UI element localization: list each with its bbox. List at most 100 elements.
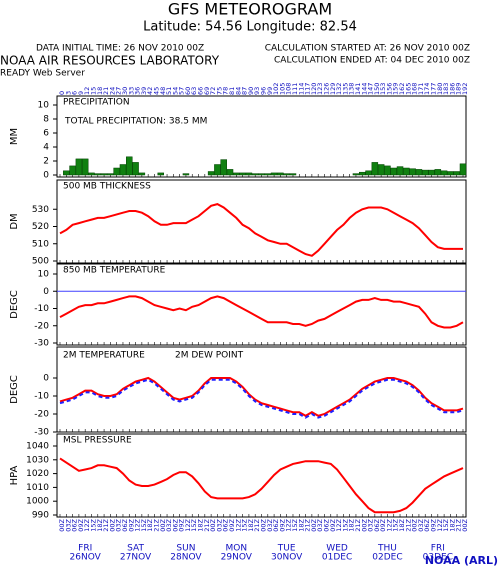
x-top-label: 15 — [89, 87, 97, 95]
x-hour-label: 15Z — [140, 518, 148, 531]
day-date: 30NOV — [271, 553, 303, 563]
annotation: TOTAL PRECIPITATION: 38.5 MM — [64, 117, 207, 127]
bar — [239, 172, 246, 176]
bar — [264, 173, 272, 176]
server: READY Web Server — [0, 69, 85, 79]
x-hour-label: 06Z — [423, 518, 431, 531]
x-top-label: 72 — [209, 87, 217, 95]
panel-title: MSL PRESSURE — [63, 436, 132, 446]
x-hour-label: 12Z — [335, 518, 343, 531]
x-top-label: 123 — [316, 83, 324, 95]
x-hour-label: 09Z — [278, 518, 286, 531]
x-top-label: 120 — [310, 83, 318, 95]
y-tick-label: 10 — [38, 101, 50, 111]
x-top-label: 24 — [108, 87, 116, 95]
panel-frame — [56, 179, 467, 264]
x-hour-label: 12Z — [83, 518, 91, 531]
x-hour-label: 21Z — [304, 518, 312, 531]
panel-frame — [56, 95, 467, 178]
x-top-label: 9 — [77, 91, 85, 95]
line — [59, 457, 464, 514]
x-top-label: 90 — [247, 87, 255, 95]
x-top-label: 6 — [71, 91, 79, 95]
bar — [63, 170, 70, 176]
x-hour-label: 09Z — [228, 518, 236, 531]
day-name: SAT — [127, 544, 144, 554]
x-hour-label: 06Z — [322, 518, 330, 531]
y-tick-label: 1000 — [26, 497, 49, 507]
bar — [75, 158, 83, 176]
x-hour-label: 21Z — [152, 518, 160, 531]
x-hour-label: 18Z — [96, 518, 104, 531]
x-hour-label: 03Z — [215, 518, 223, 531]
y-tick-label: 1010 — [26, 483, 49, 493]
x-hour-label: 15Z — [89, 518, 97, 531]
y-tick-label: 1030 — [26, 455, 49, 465]
day-date: 02DEC — [372, 553, 402, 563]
bar — [107, 173, 114, 176]
lab-name: NOAA AIR RESOURCES LABORATORY — [0, 54, 220, 68]
day-name: THU — [377, 544, 397, 554]
bar — [434, 169, 442, 176]
y-tick-label: 1020 — [26, 469, 49, 479]
x-top-label: 168 — [411, 83, 419, 95]
panel-title: PRECIPITATION — [63, 98, 130, 108]
bar — [220, 159, 227, 176]
x-hour-label: 00Z — [310, 518, 318, 531]
y-tick-label: 2 — [43, 157, 49, 167]
x-top-label: 156 — [385, 83, 393, 95]
x-top-label: 111 — [291, 83, 299, 95]
y-tick-label: -20 — [34, 321, 49, 331]
bar — [421, 169, 429, 176]
bar — [384, 165, 391, 176]
y-tick-label: 520 — [32, 222, 49, 232]
x-hour-label: 21Z — [404, 518, 412, 531]
bar — [352, 173, 360, 176]
title: GFS METEOROGRAM — [168, 0, 332, 19]
x-hour-label: 03Z — [367, 518, 375, 531]
x-top-label: 102 — [272, 83, 280, 95]
x-hour-label: 03Z — [64, 518, 72, 531]
calc-ended: CALCULATION ENDED AT: 04 DEC 2010 00Z — [274, 56, 470, 66]
x-top-label: 183 — [442, 83, 450, 95]
x-top-label: 48 — [159, 87, 167, 95]
x-top-label: 177 — [430, 83, 438, 95]
bar — [126, 156, 133, 176]
x-hour-label: 21Z — [203, 518, 211, 531]
day-name: TUE — [277, 544, 296, 554]
y-tick-label: -30 — [34, 339, 49, 349]
y-axis-label: DM — [9, 213, 20, 229]
x-hour-label: 00Z — [461, 518, 469, 531]
y-axis-label: HPA — [9, 465, 20, 485]
bar — [233, 172, 240, 176]
bar — [283, 173, 290, 176]
x-top-label: 96 — [260, 87, 268, 95]
y-tick-label: 530 — [32, 205, 49, 215]
x-hour-label: 12Z — [385, 518, 393, 531]
x-top-label: 171 — [417, 83, 425, 95]
day-date: 27NOV — [120, 553, 152, 563]
bar — [119, 164, 127, 176]
bar — [365, 170, 372, 176]
bar — [207, 171, 215, 176]
x-top-label: 138 — [348, 83, 356, 95]
x-top-label: 57 — [178, 87, 186, 95]
line — [59, 376, 464, 417]
day-name: FRI — [78, 544, 92, 554]
x-hour-label: 18Z — [146, 518, 154, 531]
bar — [226, 169, 234, 176]
x-top-label: 165 — [404, 83, 412, 95]
x-hour-label: 06Z — [222, 518, 230, 531]
bar — [94, 173, 102, 176]
bar — [81, 158, 89, 176]
bar — [69, 165, 76, 176]
x-hour-label: 15Z — [190, 518, 198, 531]
x-hour-label: 06Z — [71, 518, 79, 531]
bar — [396, 166, 404, 176]
x-top-label: 162 — [398, 83, 406, 95]
x-hour-label: 09Z — [77, 518, 85, 531]
x-top-label: 18 — [96, 87, 104, 95]
legend-entry: 2M DEW POINT — [175, 351, 244, 361]
day-name: SUN — [176, 544, 195, 554]
data-time: DATA INITIAL TIME: 26 NOV 2010 00Z — [36, 44, 204, 54]
